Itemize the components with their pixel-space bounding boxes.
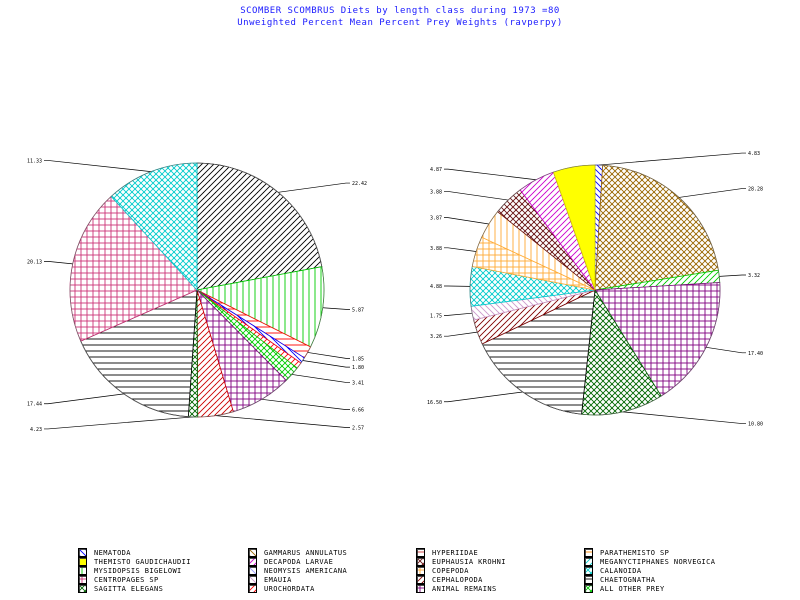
slice-value-label: 5.87 (352, 307, 364, 313)
leader-line (278, 182, 350, 193)
legend-label: CHAETOGNATHA (600, 576, 656, 584)
slice-value-label: 4.83 (748, 151, 760, 157)
legend-label: PARATHEMISTO SP (600, 549, 670, 557)
slice-value-label: 11.33 (27, 158, 42, 164)
slice-value-label: 6.66 (352, 408, 364, 414)
chart-title: SCOMBER SCOMBRUS Diets by length class d… (240, 6, 560, 16)
legend-swatch (584, 557, 593, 566)
legend-swatch (78, 584, 87, 593)
pie-outline (469, 164, 721, 416)
slice-value-label: 3.88 (430, 189, 442, 195)
pie-slice (594, 164, 719, 291)
leader-line (44, 393, 125, 405)
slice-value-label: 1.85 (352, 356, 364, 362)
leader-line (307, 352, 350, 359)
legend-label: NEMATODA (94, 549, 131, 557)
legend-label: MYSIDOPSIS BIGELOWI (94, 567, 182, 575)
pie-outline (69, 162, 325, 418)
leader-line (44, 261, 73, 265)
slice-value-label: 17.40 (748, 351, 763, 357)
slice-value-label: 3.88 (430, 246, 442, 252)
leader-line (622, 411, 746, 424)
slice-value-label: 2.57 (352, 425, 364, 431)
legend-label: CENTROPAGES SP (94, 576, 159, 584)
leader-line (444, 217, 489, 225)
legend-swatch (584, 575, 593, 584)
leader-line (444, 191, 509, 201)
leader-line (261, 398, 350, 410)
slice-value-label: 3.32 (748, 273, 760, 279)
leader-line (444, 312, 473, 316)
slice-value-label: 1.80 (352, 365, 364, 371)
legend-swatch (416, 566, 425, 575)
leader-line (706, 346, 746, 354)
legend-swatch (78, 575, 87, 584)
legend-label: ANIMAL REMAINS (432, 585, 497, 593)
legend-swatch (584, 584, 593, 593)
legend-label: DECAPODA LARVAE (264, 558, 334, 566)
legend-swatch (248, 566, 257, 575)
legend-swatch (416, 584, 425, 593)
legend-label: THEMISTO GAUDICHAUDII (94, 558, 191, 566)
slice-value-label: 4.23 (30, 427, 42, 433)
pie-charts: 22.42 5.87 1.85 1.80 3.41 6.66 2.57 4.23 17.44 20… (27, 151, 763, 433)
leader-line (322, 307, 350, 310)
legend-swatch (248, 557, 257, 566)
leader-line (215, 415, 350, 428)
legend-swatch (78, 557, 87, 566)
legend-swatch (78, 566, 87, 575)
legend-label: HYPERIIDAE (432, 549, 479, 557)
leader-line (44, 416, 194, 430)
slice-value-label: 4.87 (430, 167, 442, 173)
legend-label: MEGANYCTIPHANES NORVEGICA (600, 558, 716, 566)
leader-line (44, 160, 151, 172)
leader-line (678, 188, 746, 198)
legend-label: CEPHALOPODA (432, 576, 483, 584)
slice-value-label: 16.50 (427, 400, 442, 406)
slice-value-label: 1.75 (430, 313, 442, 319)
legend-label: GAMMARUS ANNULATUS (264, 549, 348, 557)
pie-chart-right: 4.83 28.28 3.32 17.40 10.80 16.50 3.26 1.75 4.88… (427, 151, 763, 427)
leader-line (444, 168, 537, 181)
legend-label: CALANOIDA (600, 567, 642, 575)
legend-swatch (584, 566, 593, 575)
legend-label: ALL OTHER PREY (600, 585, 665, 593)
slice-value-label: 3.26 (430, 334, 442, 340)
chart-subtitle: Unweighted Percent Mean Percent Prey Wei… (237, 18, 563, 28)
legend-label: EUPHAUSIA KROHNI (432, 558, 506, 566)
leader-line (719, 274, 746, 277)
leader-line (302, 360, 350, 368)
slice-value-label: 10.80 (748, 422, 763, 428)
slice-value-label: 4.88 (430, 284, 442, 290)
pie-chart-left: 22.42 5.87 1.85 1.80 3.41 6.66 2.57 4.23 17.44 20… (27, 158, 367, 432)
slice-value-label: 20.13 (27, 259, 42, 265)
slice-value-label: 28.28 (748, 187, 763, 193)
legend-swatch (78, 548, 87, 557)
slice-value-label: 22.42 (352, 181, 367, 187)
leader-line (444, 391, 523, 403)
legend-label: UROCHORDATA (264, 585, 315, 593)
leader-line (598, 152, 746, 166)
leader-line (291, 374, 350, 383)
legend-swatch (248, 575, 257, 584)
legend-swatch (248, 584, 257, 593)
legend-swatch (584, 548, 593, 557)
legend-label: EMAUIA (264, 576, 292, 584)
slice-value-label: 3.41 (352, 380, 364, 386)
legend-swatch (416, 548, 425, 557)
slice-value-label: 3.87 (430, 216, 442, 222)
legend-label: NEOMYSIS AMERICANA (264, 567, 348, 575)
legend-label: COPEPODA (432, 567, 469, 575)
legend-swatch (416, 557, 425, 566)
legend-label: SAGITTA ELEGANS (94, 585, 164, 593)
legend-swatch (248, 548, 257, 557)
slice-value-label: 17.44 (27, 402, 42, 408)
leader-line (444, 331, 478, 337)
leader-line (444, 247, 477, 252)
legend-swatch (416, 575, 425, 584)
